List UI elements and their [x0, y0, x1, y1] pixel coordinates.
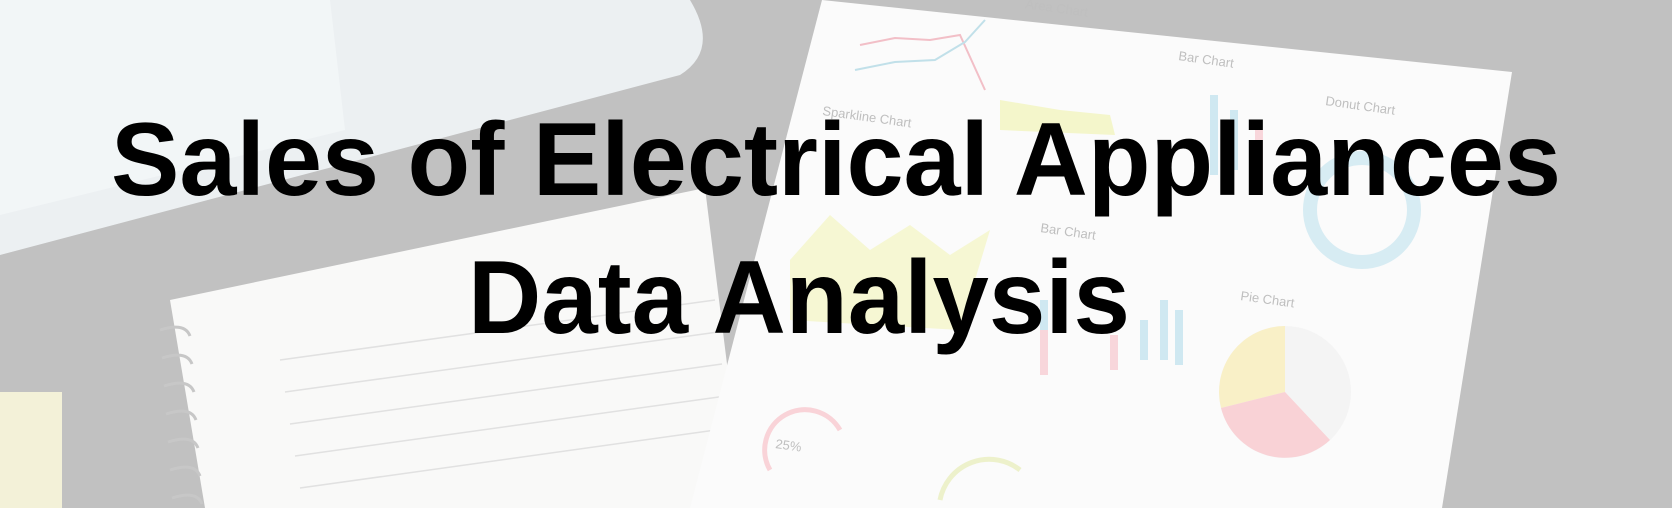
- pie-slice: [1219, 326, 1285, 408]
- title-line: Data Analysis: [468, 240, 1130, 356]
- gauge-deco: [937, 456, 1022, 501]
- line-deco: [854, 19, 986, 71]
- gauge-deco: [762, 407, 843, 472]
- line-deco: [859, 33, 986, 91]
- bar-deco: [1040, 130, 1263, 375]
- area-deco: [790, 215, 990, 330]
- notebook: [170, 188, 745, 508]
- notebook-lines: [279, 299, 731, 489]
- area-deco: [1000, 100, 1115, 135]
- sticky-note: [0, 392, 62, 508]
- spiral: [159, 325, 204, 505]
- title-line: Sales of Electrical Appliances: [111, 102, 1561, 218]
- laptop-screen: [0, 0, 345, 215]
- background-label: 25%: [775, 436, 803, 455]
- donut-deco: [1303, 151, 1421, 269]
- pie-slice: [1221, 392, 1330, 458]
- bar-deco: [1040, 95, 1238, 365]
